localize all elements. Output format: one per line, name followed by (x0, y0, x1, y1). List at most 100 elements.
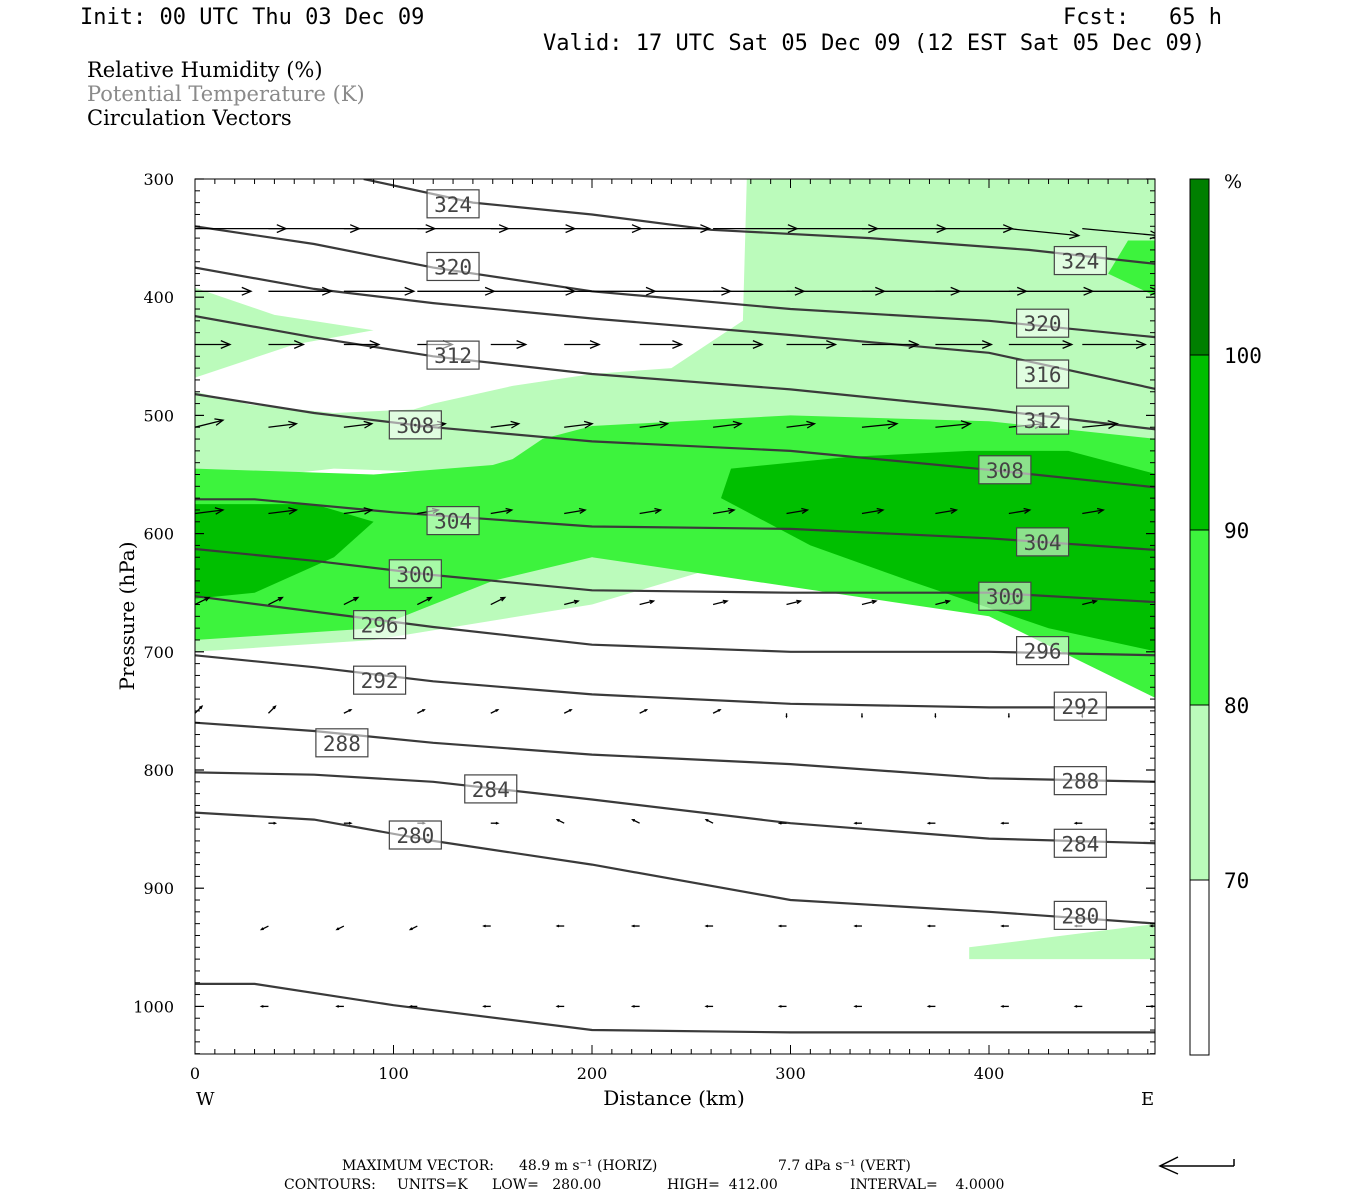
vector-head (555, 818, 560, 822)
vector-head (495, 821, 500, 825)
vector-head (369, 340, 381, 349)
contour-label: 308 (978, 455, 1032, 485)
vector-shaft (564, 600, 579, 606)
vector-shaft (1082, 600, 1097, 606)
vector-head (950, 507, 959, 514)
contour-label: 304 (1015, 527, 1070, 557)
vector-shaft (343, 423, 372, 428)
vector-head (408, 927, 413, 931)
theta-contour-312 (195, 315, 1155, 431)
vector-head (630, 924, 635, 928)
axis-label-layer: Distance (km) Pressure (hPa) W E (115, 542, 1154, 1110)
vector-head (1062, 340, 1074, 349)
vector-head (321, 286, 334, 296)
colorbar-segment (1190, 880, 1209, 1055)
circulation-vector (935, 507, 959, 515)
circulation-vector (343, 596, 360, 606)
vector-head (482, 1005, 486, 1008)
vector-head (555, 1005, 560, 1008)
contour-label-box (353, 610, 407, 640)
colorbar-level-label: 90 (1224, 519, 1249, 543)
vector-shaft (712, 600, 728, 606)
vector-head (348, 821, 353, 825)
vector-head (945, 599, 952, 605)
contour-label-box (315, 728, 369, 758)
vector-head (777, 924, 782, 928)
vector-head (934, 715, 937, 719)
vector-head (704, 818, 709, 822)
field-theta-label: Potential Temperature (K) (87, 82, 365, 106)
vector-head (860, 715, 864, 719)
init-time: Init: 00 UTC Thu 03 Dec 09 (80, 5, 425, 30)
x-east-label: E (1141, 1089, 1154, 1110)
rh-region-90 (195, 504, 374, 599)
circulation-vector (408, 1004, 418, 1008)
theta-contour-284 (195, 771, 1155, 845)
circulation-vector (777, 1004, 787, 1008)
circulation-vector (1008, 507, 1032, 515)
vector-head (288, 420, 299, 429)
vector-head (722, 599, 729, 605)
circulation-vector (268, 821, 278, 825)
circulation-vector (195, 507, 225, 515)
theta-contour-316 (195, 266, 1155, 390)
contour-label-box (1015, 405, 1070, 435)
vector-head (1000, 924, 1005, 928)
vector-head (887, 420, 899, 430)
circulation-vector (195, 705, 204, 714)
vector-head (568, 709, 573, 712)
circulation-vector (482, 924, 491, 928)
circulation-vector (777, 821, 787, 825)
contour-label-text: 288 (323, 732, 361, 756)
vector-shaft (417, 596, 432, 606)
circulation-vector (1082, 286, 1155, 296)
vector-head (363, 507, 374, 515)
circulation-vector (935, 340, 994, 349)
vector-shaft (268, 509, 297, 515)
vector-shaft (935, 423, 971, 428)
colorbar-unit: % (1224, 171, 1242, 193)
y-tick-label: 1000 (133, 997, 174, 1016)
contour-label: 324 (1053, 245, 1107, 276)
vector-head (241, 286, 253, 296)
vector-head (421, 709, 426, 712)
circulation-vector (564, 507, 587, 515)
vector-head (926, 821, 931, 825)
circulation-vector (639, 599, 656, 606)
contour-label: 300 (978, 581, 1032, 611)
colorbar-segment (1190, 355, 1209, 530)
circulation-vector (1148, 924, 1155, 928)
y-axis-title: Pressure (hPa) (115, 542, 139, 691)
circulation-vector (259, 925, 269, 931)
contour-label-box (1015, 636, 1070, 666)
vector-head (495, 709, 500, 712)
circulation-vector (564, 340, 601, 349)
circulation-vector (630, 924, 640, 928)
contours-label: CONTOURS: (284, 1177, 376, 1193)
contour-label-text: 312 (434, 344, 472, 368)
max-vector-label: MAXIMUM VECTOR: (342, 1158, 494, 1174)
colorbar: 70 80 90 100% (1189, 171, 1262, 1056)
circulation-vector (343, 709, 353, 714)
vector-head (363, 420, 374, 429)
contour-label-text: 320 (434, 255, 472, 279)
vector-shaft (195, 596, 210, 606)
contour-label-text: 304 (434, 510, 472, 534)
rh-fill-layer (195, 179, 1155, 960)
vector-shaft (639, 509, 661, 515)
vector-head (482, 924, 486, 928)
vector-head (1091, 599, 1098, 605)
contours-units: UNITS=K (397, 1177, 468, 1193)
vector-head (853, 1005, 858, 1008)
vector-head (198, 705, 204, 710)
vector-head (293, 340, 306, 349)
y-tick-label: 300 (143, 170, 174, 189)
contour-label: 300 (388, 559, 442, 589)
vector-head (1135, 340, 1147, 349)
circulation-vector (564, 420, 594, 429)
theta-contour-288 (195, 721, 1155, 783)
vector-head (404, 286, 416, 296)
valid-time: Valid: 17 UTC Sat 05 Dec 09 (12 EST Sat … (543, 31, 1206, 56)
circulation-vector (490, 709, 500, 714)
rh-region-90 (721, 450, 1155, 652)
